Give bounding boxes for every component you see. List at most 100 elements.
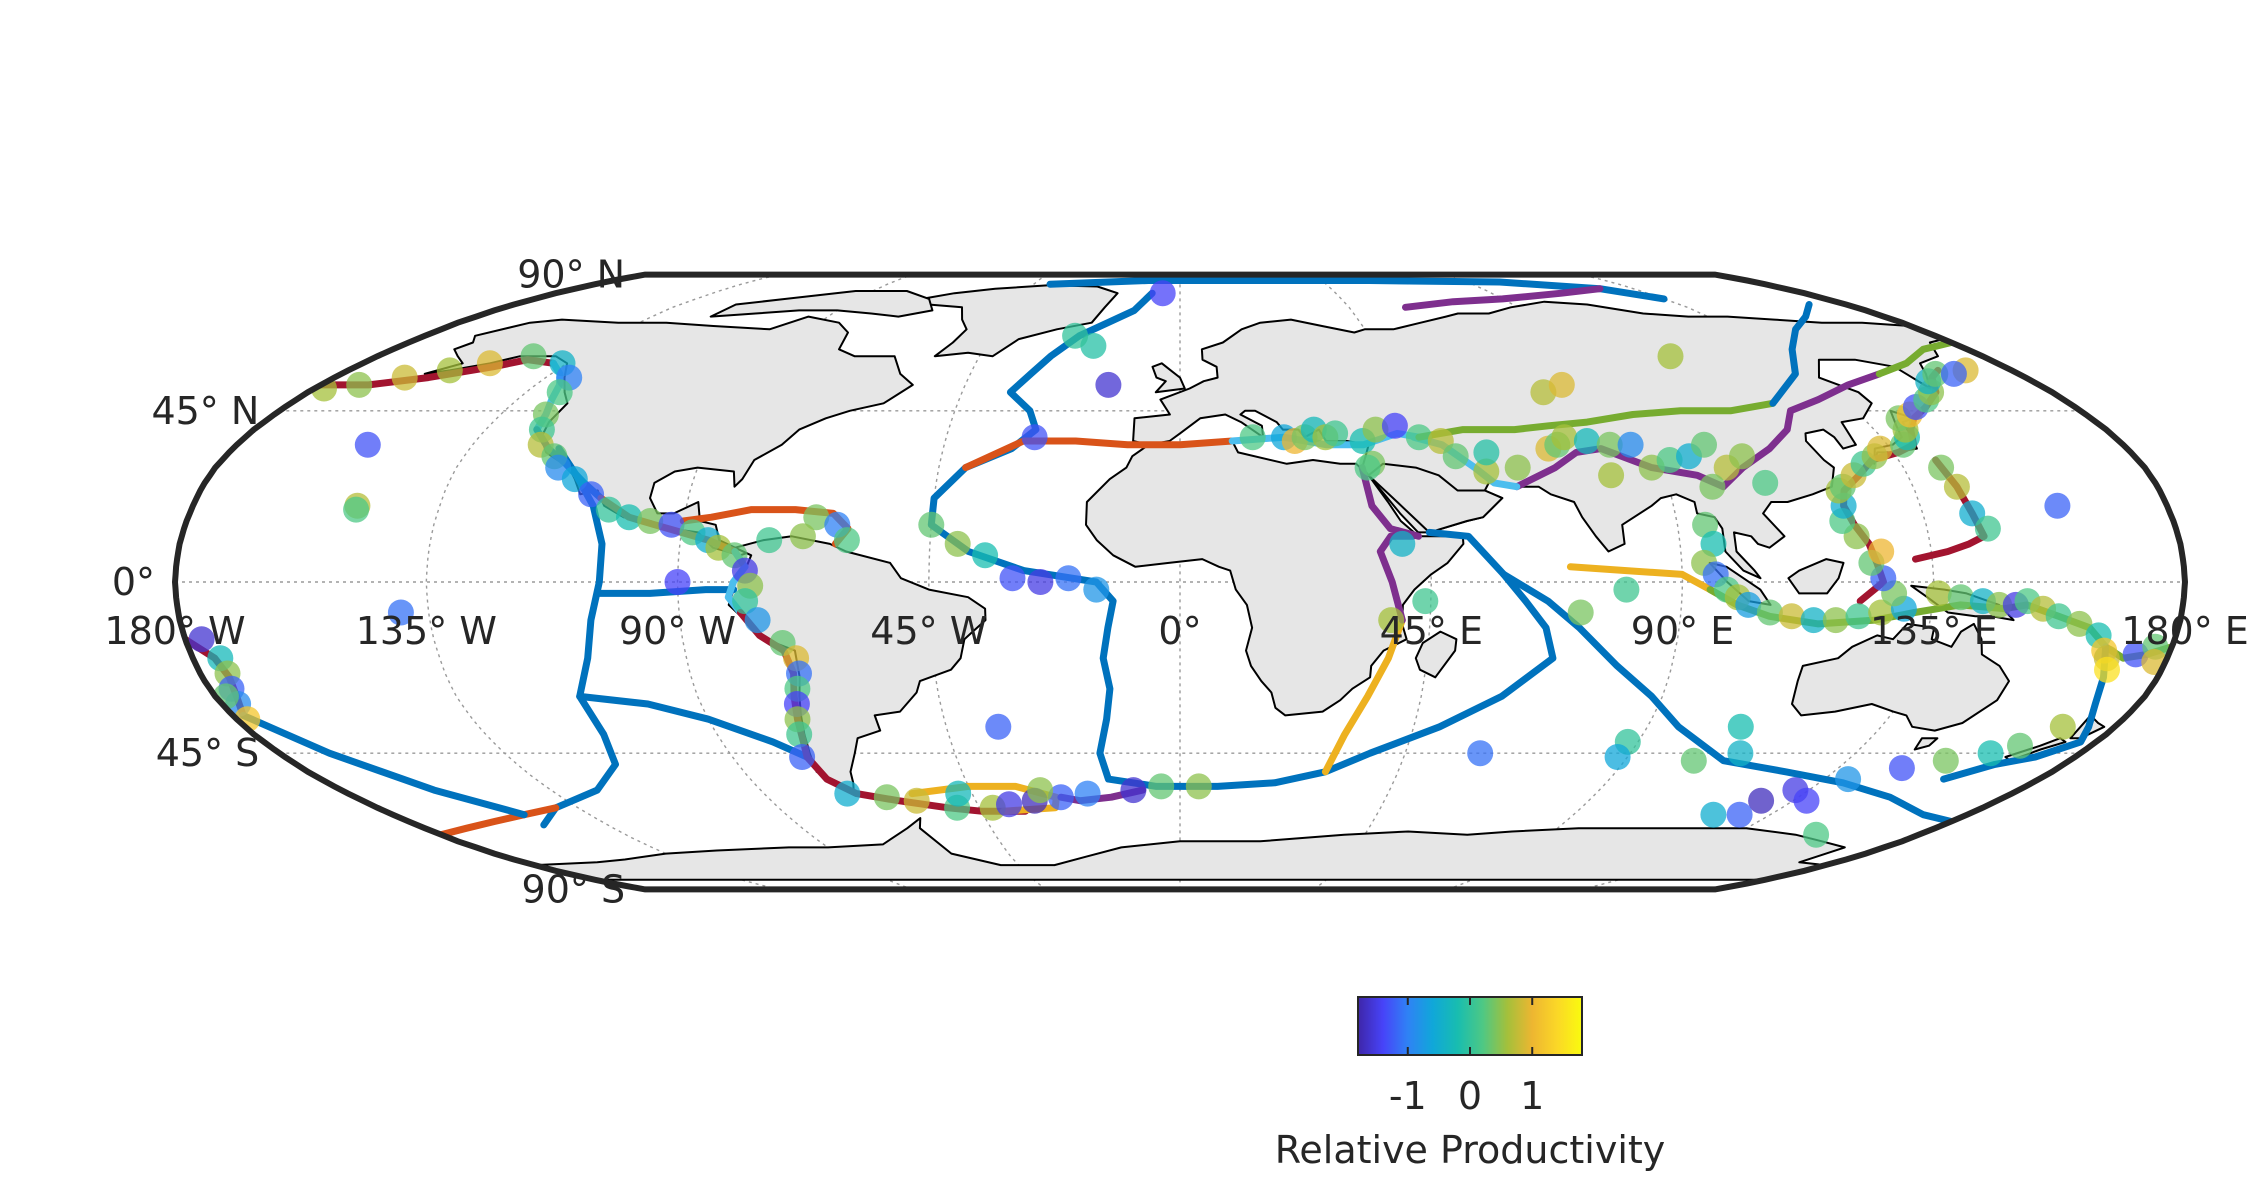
data-point	[1613, 576, 1640, 603]
data-point	[1793, 787, 1820, 814]
data-point	[1822, 607, 1849, 634]
data-point	[999, 565, 1026, 592]
longitude-labels: 180° W 135° W 90° W 45° W 0° 45° E 90° E 135° …	[104, 609, 2248, 653]
data-point	[1120, 777, 1147, 804]
latitude-labels: 90° N 45° N 0° 45° S 90° S	[112, 253, 625, 912]
data-point	[1977, 740, 2004, 767]
data-point	[343, 496, 370, 523]
data-point	[803, 504, 830, 531]
graticule-meridian	[425, 274, 780, 890]
data-point	[756, 527, 783, 554]
data-point	[1047, 784, 1074, 811]
longitude-label: 0°	[1158, 609, 1201, 653]
data-point	[1473, 458, 1500, 485]
data-point	[786, 721, 813, 748]
data-point	[944, 530, 971, 557]
plate-boundary-1	[927, 289, 1557, 790]
data-point	[1656, 447, 1683, 473]
longitude-label: 135° W	[356, 609, 497, 653]
data-point	[1239, 424, 1266, 451]
data-point	[1940, 360, 1967, 387]
data-point	[1943, 473, 1970, 500]
data-point	[1867, 435, 1893, 462]
data-point	[1835, 766, 1862, 793]
latitude-label: 45° N	[151, 389, 259, 433]
colorbar-tick-label: 0	[1458, 1074, 1482, 1118]
data-point	[744, 607, 771, 634]
plate-boundary-19	[1415, 399, 1777, 441]
data-point	[1389, 530, 1416, 557]
data-point	[1699, 473, 1726, 500]
data-point	[476, 350, 503, 377]
data-point	[1354, 454, 1381, 481]
data-point	[1062, 322, 1089, 349]
longitude-label: 180° W	[104, 609, 245, 653]
data-point	[1803, 821, 1830, 848]
longitude-label: 45° W	[870, 609, 987, 653]
data-point	[2044, 492, 2071, 519]
data-point	[1657, 343, 1684, 370]
data-point	[1868, 599, 1895, 626]
data-points	[188, 280, 2169, 848]
longitude-label: 180° E	[2121, 609, 2249, 653]
plate-boundary-4	[437, 804, 560, 839]
data-point	[578, 481, 605, 508]
data-point	[1027, 569, 1054, 595]
graticule-meridian	[1447, 274, 1684, 890]
data-point	[2094, 656, 2120, 683]
graticule-meridian	[1580, 274, 1935, 890]
colorbar-label: Relative Productivity	[1275, 1128, 1666, 1172]
data-point	[1752, 469, 1779, 496]
data-point	[789, 523, 816, 550]
data-point	[1925, 580, 1952, 607]
data-point	[1974, 515, 2001, 542]
longitude-label: 45° E	[1380, 609, 1483, 653]
plate-boundary-36	[1402, 285, 1604, 311]
landmass-madagascar	[1414, 630, 1458, 679]
plate-boundary-6	[576, 692, 811, 761]
data-point	[1504, 454, 1531, 481]
data-point	[1322, 420, 1349, 447]
data-point	[595, 496, 622, 523]
data-point	[1467, 740, 1494, 767]
data-point	[1573, 428, 1600, 454]
data-point	[1596, 431, 1623, 458]
data-point	[637, 508, 664, 534]
data-point	[664, 569, 691, 595]
data-point	[996, 791, 1022, 818]
data-point	[1548, 371, 1575, 398]
plate-boundary-2	[962, 437, 1236, 472]
data-point	[1567, 599, 1594, 626]
data-point	[1727, 740, 1754, 767]
latitude-label: 0°	[112, 560, 155, 604]
plate-boundary-10	[1321, 616, 1406, 776]
data-point	[789, 744, 816, 770]
data-point	[1932, 747, 1959, 774]
data-point	[873, 784, 900, 811]
data-point	[945, 780, 972, 807]
data-point	[1148, 773, 1175, 800]
landmass-australia	[1791, 622, 2010, 732]
colorbar-ticks: -1 0 1	[1389, 997, 1544, 1118]
data-point	[1604, 744, 1631, 770]
latitude-label: 90° N	[517, 253, 625, 297]
data-point	[1021, 424, 1048, 451]
data-point	[1149, 280, 1176, 307]
data-point	[833, 527, 860, 554]
data-point	[1473, 439, 1500, 466]
longitude-label: 135° E	[1870, 609, 1998, 653]
data-point	[2007, 732, 2033, 759]
data-point	[1083, 576, 1110, 603]
globe-outline	[171, 271, 2189, 893]
latitude-label: 45° S	[156, 731, 260, 775]
data-point	[354, 431, 381, 458]
landmass-africa	[1085, 440, 1465, 717]
data-point	[732, 588, 759, 615]
data-point	[1778, 603, 1805, 630]
plate-boundary-27	[239, 711, 528, 819]
data-point	[2049, 713, 2076, 740]
data-point	[1680, 747, 1707, 774]
data-point	[1598, 462, 1625, 489]
longitude-label: 90° W	[619, 609, 736, 653]
